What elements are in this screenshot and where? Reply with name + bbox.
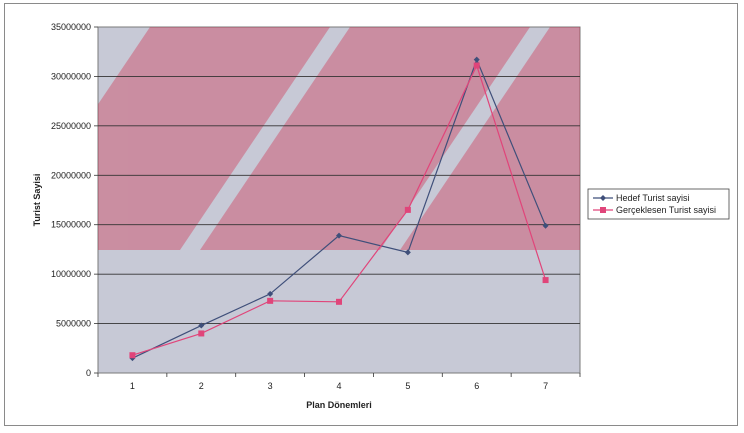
data-point bbox=[473, 62, 480, 69]
x-tick-label: 5 bbox=[405, 381, 410, 391]
legend-item: Hedef Turist sayisi bbox=[593, 193, 690, 203]
data-point bbox=[267, 290, 274, 297]
legend: Hedef Turist sayisi Gerçeklesen Turist sa… bbox=[587, 188, 730, 220]
x-tick-label: 1 bbox=[130, 381, 135, 391]
x-axis-title: Plan Dönemleri bbox=[306, 400, 372, 410]
data-point bbox=[473, 56, 480, 63]
y-tick-label: 10000000 bbox=[51, 269, 91, 279]
data-point bbox=[404, 249, 411, 256]
y-tick-label: 0 bbox=[86, 368, 91, 378]
legend-item: Gerçeklesen Turist sayisi bbox=[593, 205, 716, 215]
data-point bbox=[542, 222, 549, 229]
x-tick-label: 6 bbox=[474, 381, 479, 391]
legend-swatch-marker bbox=[600, 195, 606, 201]
plot-area bbox=[97, 26, 581, 374]
data-point bbox=[198, 330, 205, 337]
data-point bbox=[542, 277, 549, 284]
series-1 bbox=[129, 56, 549, 362]
series-layer bbox=[129, 56, 549, 362]
legend-swatch-marker bbox=[600, 207, 606, 213]
data-point bbox=[267, 297, 274, 304]
y-tick-label: 5000000 bbox=[56, 319, 91, 329]
y-axis-ticks: 0 5000000 10000000 15000000 20000000 25000000… bbox=[51, 22, 98, 378]
y-tick-label: 20000000 bbox=[51, 170, 91, 180]
data-point bbox=[336, 232, 342, 239]
x-tick-label: 4 bbox=[336, 381, 341, 391]
data-point bbox=[336, 298, 342, 305]
grid-lines bbox=[98, 75, 580, 325]
x-tick-label: 3 bbox=[268, 381, 273, 391]
data-point bbox=[404, 206, 411, 213]
x-axis-ticks: 1 2 3 4 5 6 7 bbox=[97, 373, 581, 391]
legend-box bbox=[587, 188, 730, 220]
x-tick-label: 2 bbox=[199, 381, 204, 391]
series-2 bbox=[129, 62, 549, 359]
y-tick-label: 25000000 bbox=[51, 121, 91, 131]
x-tick-label: 7 bbox=[543, 381, 548, 391]
legend-label: Hedef Turist sayisi bbox=[616, 193, 690, 203]
y-tick-label: 35000000 bbox=[51, 22, 91, 32]
y-tick-label: 30000000 bbox=[51, 71, 91, 81]
legend-label: Gerçeklesen Turist sayisi bbox=[616, 205, 716, 215]
data-point bbox=[198, 322, 205, 329]
y-axis-title: Turist Sayisi bbox=[32, 174, 42, 227]
data-point bbox=[129, 352, 136, 359]
y-tick-label: 15000000 bbox=[51, 220, 91, 230]
watermark bbox=[98, 27, 580, 250]
